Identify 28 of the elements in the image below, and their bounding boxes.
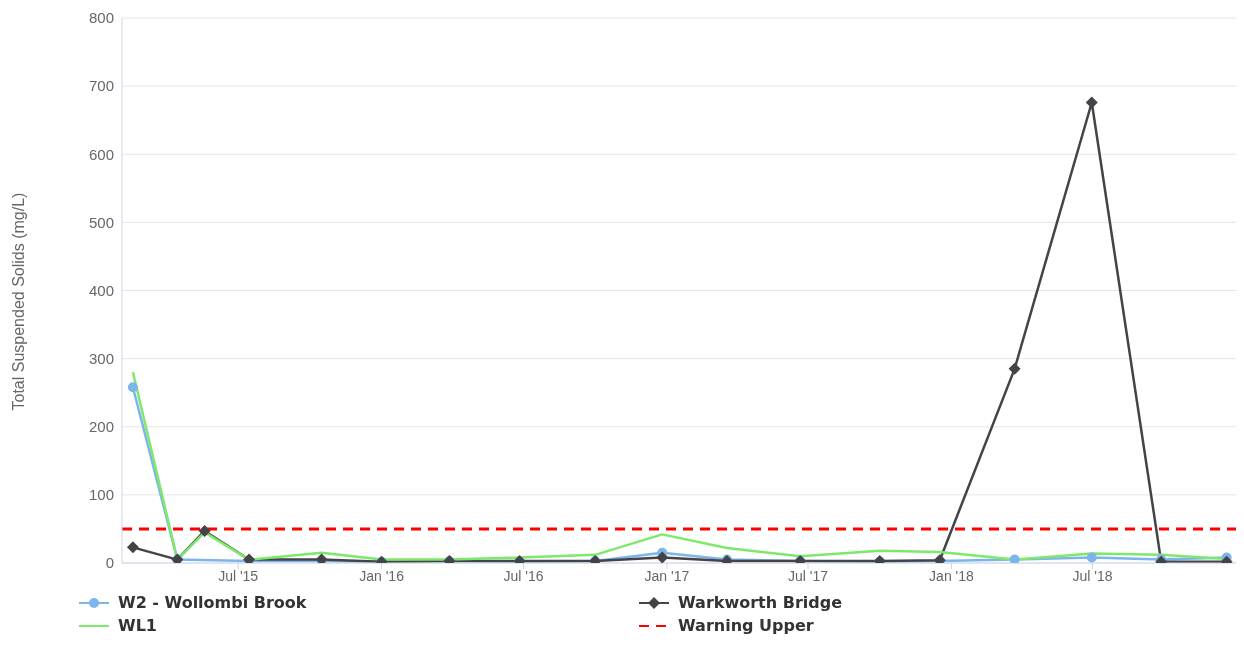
point	[127, 382, 138, 393]
y-tick-label: 100	[88, 486, 114, 504]
point	[1009, 554, 1020, 563]
legend-label: WL1	[118, 616, 157, 635]
y-tick-label: 400	[88, 281, 114, 299]
y-tick-label: 500	[88, 213, 114, 231]
point	[656, 551, 669, 563]
point	[1008, 362, 1021, 375]
y-tick-label: 700	[88, 77, 114, 95]
point	[1086, 552, 1097, 563]
x-tick-label: Jan '17	[644, 567, 690, 584]
y-tick-label: 800	[88, 9, 114, 27]
x-tick-label: Jan '16	[359, 567, 405, 584]
x-tick-label: Jul '16	[503, 567, 544, 584]
x-tick-label: Jan '18	[929, 567, 975, 584]
y-tick-label: 300	[88, 349, 114, 367]
point	[126, 541, 139, 554]
legend-label: Warning Upper	[678, 616, 814, 635]
y-axis-title: Total Suspended Solids (mg/L)	[9, 192, 27, 411]
x-tick-label: Jul '17	[788, 567, 829, 584]
legend-label: W2 - Wollombi Brook	[118, 593, 307, 612]
x-tick-label: Jul '18	[1072, 567, 1113, 584]
y-tick-label: 200	[88, 418, 114, 436]
point	[198, 524, 211, 537]
x-tick-label: Jul '15	[218, 567, 259, 584]
legend-label: Warkworth Bridge	[678, 593, 843, 612]
y-tick-label: 0	[105, 554, 114, 572]
y-tick-label: 600	[88, 145, 114, 163]
